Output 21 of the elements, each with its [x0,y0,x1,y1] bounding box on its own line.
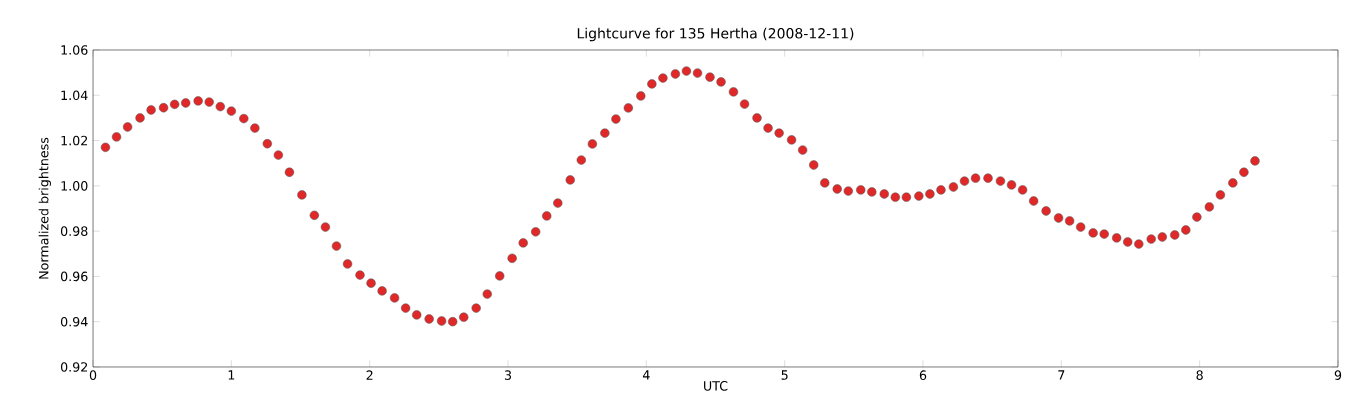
y-tick-label: 0.94 [60,316,88,327]
chart-title: Lightcurve for 135 Hertha (2008-12-11) [577,27,854,42]
x-tick-label: 8 [1196,370,1203,380]
y-tick-label: 1.04 [61,90,88,101]
y-axis-title: Normalized brightness [38,137,51,279]
x-tick-label: 4 [642,370,650,380]
x-tick-label: 9 [1334,370,1342,380]
y-tick-label: 1.02 [61,135,88,146]
y-tick-label: 1.00 [61,181,88,191]
x-tick-label: 1 [228,370,235,380]
y-tick-label: 0.96 [60,271,88,282]
x-tick-label: 2 [366,370,373,380]
y-tick-label: 0.92 [60,362,88,372]
y-tick-label: 1.06 [61,45,88,55]
x-tick-label: 5 [781,370,788,380]
x-tick-label: 6 [919,370,927,380]
x-tick-label: 3 [504,370,512,380]
x-tick-label: 7 [1058,370,1065,380]
x-axis-title: UTC [704,381,728,391]
y-tick-label: 0.98 [60,226,88,236]
x-tick-label: 0 [89,370,97,380]
